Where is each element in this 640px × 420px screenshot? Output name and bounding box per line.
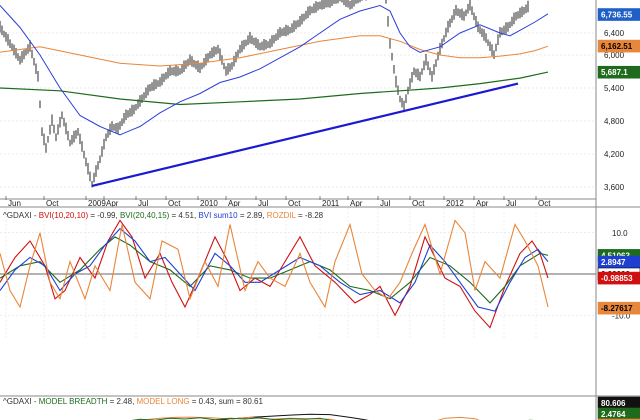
price-badges: 6,736.55 6,162.51 5,687.1: [597, 8, 640, 79]
oscillator-axis: 10.0 -10.0: [612, 229, 631, 321]
date-tick-label: 2011: [322, 199, 340, 208]
date-tick-label: Oct: [168, 199, 181, 208]
oscillator-panel: 10.0 -10.0 ^GDAXI - BVI(10,20,10) = -0.99…: [0, 206, 640, 340]
breadth-panel: ^GDAXI - MODEL BREADTH = 2.48, MODEL LON…: [0, 395, 640, 420]
oscillator-tick-label: 10.0: [612, 229, 628, 238]
price-tick-label: 6,000: [604, 51, 625, 60]
oscillator-badge-label: 2.8947: [601, 258, 626, 267]
price-badge: [597, 8, 640, 21]
date-tick-label: 2010: [200, 199, 218, 208]
oscillator-series: [0, 227, 549, 312]
legend-part: = 2.48,: [107, 397, 136, 406]
oscillator-badge: [597, 301, 640, 315]
moving-average-long: [0, 71, 549, 106]
price-badge-label: 5,687.1: [601, 68, 628, 77]
legend-part: BVI(10,20,10): [39, 211, 89, 220]
breadth-series: [131, 417, 535, 420]
date-tick-label: 2009: [88, 199, 106, 208]
moving-average-mid: [0, 35, 549, 67]
price-panel: 6,400 6,000 5,400 4,800 4,200 3,600 Jun Oct 200…: [0, 0, 640, 208]
legend-part: ^GDAXI -: [3, 211, 39, 220]
date-tick-label: Apr: [106, 199, 119, 208]
oscillator-lines: [0, 219, 549, 329]
date-tick-label: 2012: [446, 199, 464, 208]
legend-part: = 4.51,: [169, 211, 198, 220]
legend-part: = -8.28: [296, 211, 324, 220]
oscillator-series: [0, 219, 549, 309]
date-tick-label: Apr: [228, 199, 241, 208]
legend-part: ^GDAXI -: [3, 397, 39, 406]
oscillator-legend: ^GDAXI - BVI(10,20,10) = -0.99, BVI(20,4…: [3, 211, 324, 220]
date-tick-label: Jul: [380, 199, 390, 208]
date-tick-label: Jun: [8, 199, 21, 208]
legend-part: ROZDIL: [267, 211, 297, 220]
legend-part: BVI(20,40,15): [120, 211, 170, 220]
oscillator-badges: 4.510632.89470.00000-0.98853-8.27617: [597, 249, 640, 315]
oscillator-series: [0, 219, 549, 329]
date-tick-label: Jul: [258, 199, 268, 208]
price-badge: [597, 65, 640, 79]
price-lines: [0, 0, 549, 188]
oscillator-badge: [597, 271, 640, 285]
price-bars: [0, 0, 529, 188]
date-tick-label: Apr: [476, 199, 489, 208]
legend-part: = 0.43, sum = 80.61: [190, 397, 264, 406]
date-tick-label: Apr: [350, 199, 363, 208]
date-tick-label: Jul: [506, 199, 516, 208]
price-tick-label: 6,400: [604, 29, 625, 38]
price-badge-label: 6,162.51: [601, 42, 633, 51]
date-tick-label: Oct: [288, 199, 301, 208]
oscillator-series: [0, 236, 549, 304]
legend-part: BVI sum10: [198, 211, 238, 220]
oscillator-badge-label: -8.27617: [601, 304, 633, 313]
breadth-badge-label: 80.606: [601, 399, 626, 408]
legend-part: MODEL LONG: [137, 397, 190, 406]
price-badge-label: 6,736.55: [601, 11, 633, 20]
legend-part: = 2.89,: [238, 211, 267, 220]
date-axis: Jun Oct 2009 Apr Jul Oct 2010 Apr Jul Oct 2011 Apr J…: [5, 196, 551, 208]
price-badge: [597, 39, 640, 53]
breadth-legend: ^GDAXI - MODEL BREADTH = 2.48, MODEL LON…: [3, 397, 263, 406]
date-tick-label: Oct: [538, 199, 551, 208]
price-tick-label: 4,200: [604, 150, 625, 159]
oscillator-badge-label: -0.98853: [601, 274, 633, 283]
support-trendline: [91, 82, 519, 187]
date-tick-label: Oct: [46, 199, 59, 208]
breadth-badge-label: 2.4764: [601, 410, 626, 419]
price-axis: 6,400 6,000 5,400 4,800 4,200 3,600: [604, 29, 625, 192]
date-tick-label: Jul: [138, 199, 148, 208]
oscillator-grid: [0, 206, 640, 340]
oscillator-tick-label: -10.0: [612, 311, 631, 320]
price-tick-label: 3,600: [604, 183, 625, 192]
date-tick-label: Oct: [412, 199, 425, 208]
legend-part: = -0.99,: [88, 211, 120, 220]
moving-average-short: [0, 4, 549, 136]
price-tick-label: 4,800: [604, 117, 625, 126]
legend-part: MODEL BREADTH: [39, 397, 108, 406]
breadth-series: [137, 416, 511, 420]
price-tick-label: 5,400: [604, 84, 625, 93]
